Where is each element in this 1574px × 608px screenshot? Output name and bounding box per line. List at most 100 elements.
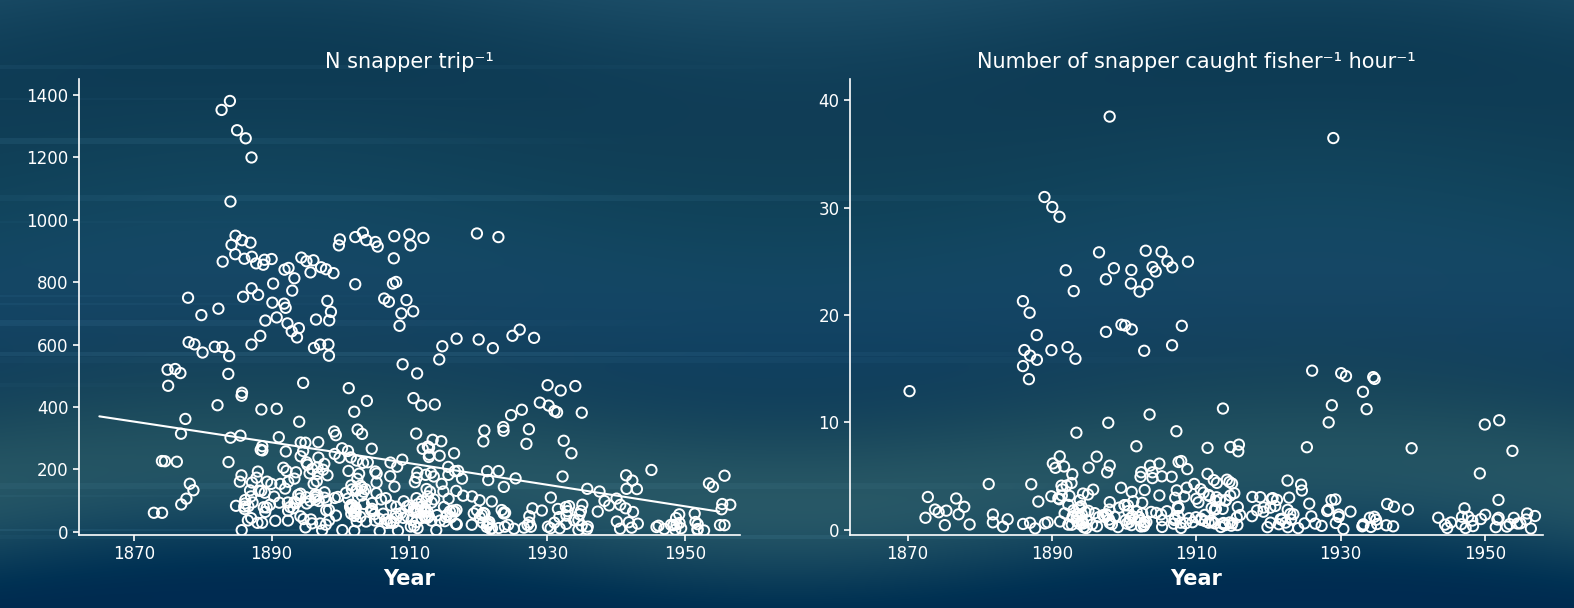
Point [1210,518,1236,528]
Point [1059,520,1084,530]
Point [565,515,590,525]
Point [183,339,208,349]
Point [1105,522,1130,532]
Point [268,479,293,489]
Point [417,487,442,497]
Point [545,504,570,514]
Point [394,295,419,305]
Point [1051,508,1077,518]
Point [1162,519,1187,528]
Point [707,520,732,530]
Point [392,496,417,506]
Point [1450,512,1475,522]
Point [1195,469,1220,478]
Point [1160,340,1185,350]
Point [1114,519,1140,528]
Point [342,506,367,516]
Point [351,458,376,468]
Point [1011,361,1036,371]
Point [664,513,689,523]
Point [1184,494,1209,503]
Point [1129,472,1154,482]
Point [222,249,247,259]
Point [1199,503,1225,513]
Point [216,457,241,467]
Point [389,508,414,518]
Point [490,505,515,515]
Point [1119,511,1144,521]
Point [1322,495,1347,505]
Point [1070,489,1096,499]
Point [313,505,338,515]
Point [375,518,400,528]
Point [1168,456,1193,466]
Point [496,520,521,530]
Point [397,500,422,510]
Point [1502,513,1527,523]
Point [1182,479,1207,489]
Point [1044,463,1069,472]
Point [283,498,309,508]
Point [209,257,235,266]
Point [1192,510,1217,520]
Point [239,513,264,523]
Point [1023,523,1048,533]
Point [353,485,378,494]
Point [1107,503,1132,513]
Point [1426,513,1451,523]
Point [1201,475,1226,485]
Point [1221,488,1247,498]
Point [1310,521,1335,531]
Point [1299,511,1324,521]
Point [711,471,737,480]
Point [1314,506,1339,516]
Point [312,488,337,497]
Point [1251,507,1277,517]
Point [249,486,274,496]
Point [345,474,370,483]
Point [1094,510,1119,519]
Point [1108,483,1133,492]
Point [1168,523,1193,533]
Point [1262,501,1288,511]
Point [1174,483,1199,492]
Point [1155,257,1180,266]
Point [1374,520,1399,530]
Point [181,485,206,495]
Point [1162,513,1187,523]
Point [323,493,348,503]
Point [401,506,427,516]
Point [362,466,387,476]
Point [343,503,368,513]
Point [897,386,922,396]
Point [1077,463,1102,472]
Point [431,486,456,496]
Point [414,513,439,523]
Point [420,435,445,444]
Point [1483,522,1508,532]
Point [156,381,181,391]
Point [338,452,364,462]
Point [1519,523,1544,533]
Point [401,393,427,403]
Point [351,228,376,238]
Point [1094,468,1119,477]
Point [597,500,622,510]
Point [1067,496,1092,505]
Point [282,497,307,507]
Point [1203,505,1228,514]
Point [349,429,375,439]
Point [1199,516,1225,525]
Point [288,438,313,447]
Point [1204,478,1229,488]
Point [342,526,367,536]
Point [1081,485,1107,494]
Point [1092,512,1118,522]
Point [1154,506,1179,516]
Point [416,511,441,521]
Point [430,479,455,489]
Point [307,519,332,528]
Point [1073,515,1099,525]
Point [664,520,689,530]
Point [1132,521,1157,531]
